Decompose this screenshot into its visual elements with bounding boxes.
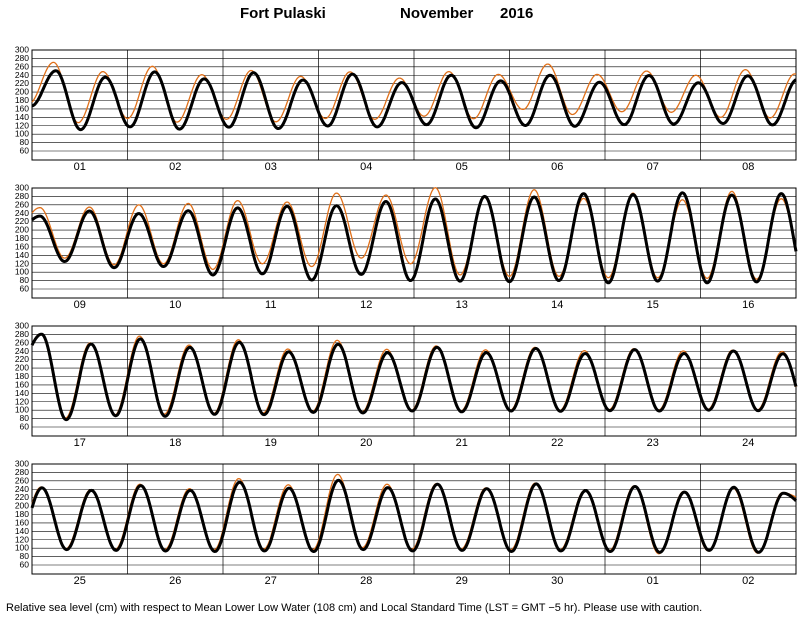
y-tick-label: 220 (15, 354, 29, 364)
y-tick-label: 160 (15, 517, 29, 527)
x-tick-label-day: 22 (551, 437, 563, 449)
y-tick-label: 80 (20, 413, 30, 423)
y-tick-label: 80 (20, 551, 30, 561)
x-tick-label-day: 04 (360, 161, 372, 173)
y-tick-label: 60 (20, 560, 30, 570)
x-tick-label-day: 02 (169, 161, 181, 173)
observed-series-line (30, 478, 798, 554)
x-tick-label-day: 19 (265, 437, 277, 449)
x-tick-label-day: 08 (742, 161, 754, 173)
x-tick-label-day: 01 (647, 575, 659, 587)
y-tick-label: 180 (15, 233, 29, 243)
y-tick-label: 180 (15, 509, 29, 519)
y-tick-label: 180 (15, 371, 29, 381)
x-tick-label-day: 13 (456, 299, 468, 311)
y-tick-label: 60 (20, 284, 30, 294)
y-tick-label: 60 (20, 422, 30, 432)
x-tick-label-day: 29 (456, 575, 468, 587)
y-tick-label: 100 (15, 267, 29, 277)
observed-series-line (30, 332, 798, 422)
y-tick-label: 140 (15, 250, 29, 260)
chart-title-year: 2016 (500, 5, 534, 22)
observed-series-line (30, 191, 798, 285)
x-tick-label-day: 09 (74, 299, 86, 311)
x-tick-label-day: 15 (647, 299, 659, 311)
chart-title-month: November (400, 5, 474, 22)
y-tick-label: 120 (15, 396, 29, 406)
y-tick-label: 200 (15, 225, 29, 235)
y-tick-label: 200 (15, 501, 29, 511)
y-tick-label: 140 (15, 112, 29, 122)
x-tick-label-day: 12 (360, 299, 372, 311)
x-tick-label-day: 21 (456, 437, 468, 449)
y-tick-label: 100 (15, 405, 29, 415)
y-tick-label: 240 (15, 70, 29, 80)
y-tick-label: 260 (15, 337, 29, 347)
y-tick-label: 180 (15, 95, 29, 105)
x-tick-label-day: 20 (360, 437, 372, 449)
x-tick-label-day: 02 (742, 575, 754, 587)
y-tick-label: 240 (15, 346, 29, 356)
x-tick-label-day: 30 (551, 575, 563, 587)
y-tick-label: 160 (15, 379, 29, 389)
y-tick-label: 160 (15, 241, 29, 251)
y-tick-label: 300 (15, 321, 29, 331)
x-tick-label-day: 27 (265, 575, 277, 587)
x-tick-label-day: 26 (169, 575, 181, 587)
x-tick-label-day: 25 (74, 575, 86, 587)
y-tick-label: 80 (20, 275, 30, 285)
y-tick-label: 200 (15, 87, 29, 97)
y-tick-label: 220 (15, 216, 29, 226)
y-tick-label: 60 (20, 146, 30, 156)
y-tick-label: 80 (20, 137, 30, 147)
x-tick-label-day: 07 (647, 161, 659, 173)
y-tick-label: 280 (15, 191, 29, 201)
chart-title-station: Fort Pulaski (240, 5, 326, 22)
y-tick-label: 240 (15, 484, 29, 494)
y-tick-label: 220 (15, 492, 29, 502)
y-tick-label: 200 (15, 363, 29, 373)
y-tick-label: 100 (15, 129, 29, 139)
x-tick-label-day: 16 (742, 299, 754, 311)
y-tick-label: 240 (15, 208, 29, 218)
x-tick-label-day: 03 (265, 161, 277, 173)
y-tick-label: 300 (15, 45, 29, 55)
y-tick-label: 300 (15, 459, 29, 469)
y-tick-label: 140 (15, 388, 29, 398)
y-tick-label: 120 (15, 534, 29, 544)
x-tick-label-day: 28 (360, 575, 372, 587)
x-tick-label-day: 24 (742, 437, 754, 449)
panel-frame (31, 463, 797, 575)
y-tick-label: 280 (15, 53, 29, 63)
x-tick-label-day: 06 (551, 161, 563, 173)
y-tick-label: 140 (15, 526, 29, 536)
x-tick-label-day: 11 (265, 299, 276, 311)
x-tick-label-day: 05 (456, 161, 468, 173)
y-tick-label: 280 (15, 329, 29, 339)
panel-frame (31, 187, 797, 299)
y-tick-label: 260 (15, 475, 29, 485)
y-tick-label: 300 (15, 183, 29, 193)
y-tick-label: 260 (15, 199, 29, 209)
x-tick-label-day: 18 (169, 437, 181, 449)
y-tick-label: 260 (15, 61, 29, 71)
x-tick-label-day: 23 (647, 437, 659, 449)
x-tick-label-day: 17 (74, 437, 86, 449)
y-tick-label: 120 (15, 258, 29, 268)
y-tick-label: 280 (15, 467, 29, 477)
y-tick-label: 160 (15, 103, 29, 113)
y-tick-label: 220 (15, 78, 29, 88)
observed-series-line (31, 69, 797, 132)
x-tick-label-day: 14 (551, 299, 563, 311)
y-tick-label: 100 (15, 543, 29, 553)
chart-footnote: Relative sea level (cm) with respect to … (6, 602, 703, 614)
y-tick-label: 120 (15, 120, 29, 130)
x-tick-label-day: 01 (74, 161, 86, 173)
x-tick-label-day: 10 (169, 299, 181, 311)
